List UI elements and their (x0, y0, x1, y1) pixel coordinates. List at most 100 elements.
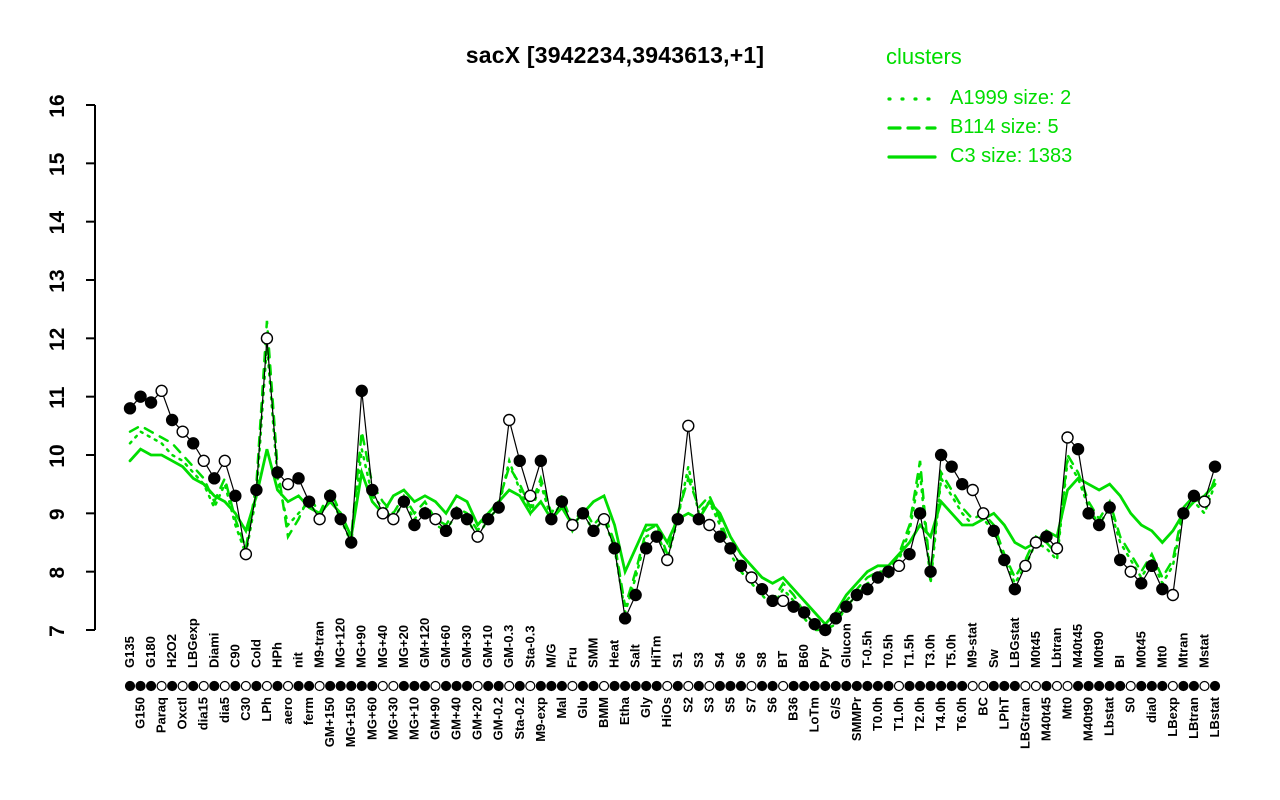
data-point (239, 547, 253, 561)
data-point (1198, 495, 1211, 508)
condition-marker (1125, 680, 1136, 692)
condition-marker (1188, 680, 1200, 692)
condition-marker (967, 680, 978, 692)
data-point (787, 600, 800, 613)
condition-marker (588, 680, 599, 692)
condition-marker (472, 680, 483, 692)
condition-marker (272, 680, 283, 692)
data-point (587, 524, 600, 538)
x-category-label: Salt (628, 643, 643, 668)
condition-marker (335, 680, 346, 692)
condition-marker (293, 680, 304, 692)
condition-marker (177, 680, 188, 692)
data-point (861, 582, 874, 596)
x-category-label: M9-tran (312, 621, 327, 668)
data-point (302, 495, 316, 508)
data-point (1156, 582, 1169, 596)
condition-marker (767, 680, 778, 692)
data-point (1135, 577, 1148, 590)
data-point (334, 512, 347, 526)
y-tick-label: 8 (46, 567, 69, 579)
y-tick-label: 13 (46, 269, 69, 292)
data-point (808, 617, 821, 631)
data-point (429, 512, 442, 526)
x-category-label: S3 (691, 652, 706, 668)
x-category-label: LBGtran (1017, 697, 1032, 749)
data-point (797, 606, 811, 619)
x-category-label: Mt0 (1060, 697, 1075, 719)
data-point (134, 390, 147, 403)
x-category-label: MG+90 (354, 625, 369, 668)
data-point (355, 384, 368, 398)
data-point (819, 623, 832, 637)
condition-marker (714, 680, 726, 692)
x-category-label: GM-0.2 (491, 697, 506, 740)
data-point (155, 384, 168, 398)
condition-marker (788, 680, 799, 692)
x-category-label: Heat (607, 639, 622, 668)
legend-entry: C3 size: 1383 (886, 142, 1072, 171)
condition-marker (630, 680, 641, 692)
data-point (144, 396, 158, 409)
condition-marker (904, 680, 915, 692)
data-point (1103, 501, 1116, 514)
data-point (197, 454, 210, 468)
condition-marker (1209, 680, 1221, 692)
x-category-label: M40t90 (1081, 697, 1096, 741)
data-point (366, 483, 379, 497)
condition-marker (219, 680, 230, 692)
data-point (1092, 518, 1106, 532)
condition-marker (1104, 680, 1115, 692)
condition-marker (725, 680, 736, 692)
condition-marker (1072, 680, 1084, 692)
x-category-label: H2O2 (164, 634, 179, 668)
data-point (987, 524, 1000, 538)
condition-marker (535, 680, 546, 692)
x-category-label: LBexp (1165, 697, 1180, 737)
condition-marker (124, 680, 136, 692)
cluster-line-dashed (128, 320, 1217, 632)
x-category-label: BMM (596, 697, 611, 728)
data-point (1008, 582, 1022, 596)
data-point (576, 507, 590, 520)
data-point (513, 454, 526, 468)
data-point (745, 571, 758, 584)
x-category-label: LPh (259, 697, 274, 722)
data-point (998, 553, 1011, 567)
x-category-label: Sw (986, 648, 1001, 668)
x-category-label: G/S (828, 697, 843, 720)
data-point (218, 454, 232, 468)
x-category-label: GM-0.3 (501, 625, 516, 668)
data-point (703, 518, 716, 532)
x-category-label: S4 (712, 651, 727, 668)
data-point (397, 495, 411, 508)
x-category-label: M40t45 (1070, 624, 1085, 668)
condition-marker (1020, 680, 1031, 692)
x-category-label: Mt0 (1154, 646, 1169, 668)
x-category-label: MG+60 (364, 697, 379, 740)
data-point (208, 472, 221, 485)
data-point (387, 512, 400, 526)
data-point (187, 437, 200, 450)
condition-marker (820, 680, 831, 692)
x-category-label: GM+30 (459, 625, 474, 668)
x-category-label: T0.0h (870, 697, 885, 731)
y-tick-label: 10 (46, 444, 69, 467)
data-point (165, 413, 179, 427)
condition-marker (893, 680, 905, 692)
x-category-label: ferm (301, 697, 316, 725)
condition-marker (367, 680, 378, 692)
condition-marker (957, 680, 968, 692)
x-category-label: LBGstat (1007, 617, 1022, 668)
condition-marker (756, 680, 768, 692)
x-category-label: M0t90 (1091, 631, 1106, 668)
x-category-label: M9-exp (533, 697, 548, 742)
condition-marker (388, 680, 399, 692)
condition-marker (1094, 680, 1105, 692)
data-point (608, 542, 621, 555)
data-point (829, 612, 842, 625)
y-tick-label: 16 (46, 94, 69, 117)
data-point (776, 594, 790, 608)
condition-marker (914, 680, 926, 692)
x-category-label: S5 (722, 697, 737, 713)
